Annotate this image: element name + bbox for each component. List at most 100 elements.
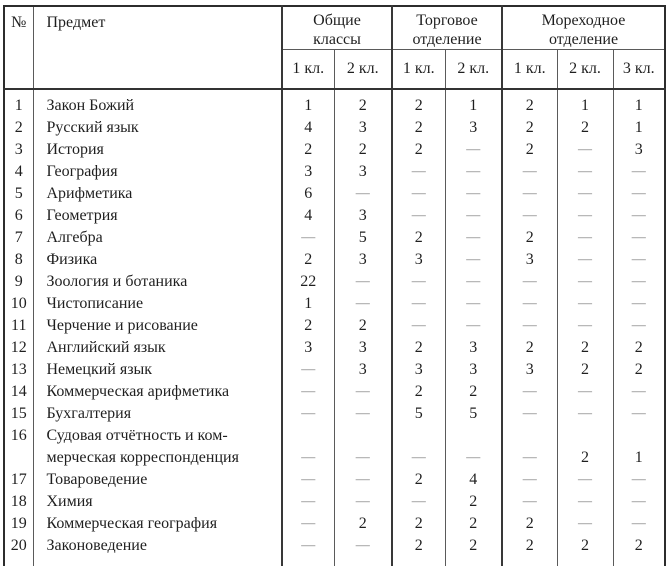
value-cell: 2 (612, 359, 666, 381)
value-cell: 2 (444, 491, 502, 513)
value-cell: — (333, 381, 392, 403)
value-cell: — (281, 359, 334, 381)
value-cell: — (333, 425, 392, 469)
value-cell: — (556, 469, 613, 491)
row-number: 12 (3, 337, 33, 359)
value-cell: — (444, 227, 502, 249)
header-class-row: 1 кл. 2 кл. 1 кл. 2 кл. 1 кл. 2 кл. 3 кл… (4, 49, 666, 90)
subject-cell: Русский язык (32, 117, 282, 139)
col-header-subject: Предмет (32, 6, 282, 90)
value-cell: 2 (444, 513, 502, 535)
header-group-row: № Предмет Общие классы Торговое отделени… (3, 6, 666, 90)
value-cell: — (501, 183, 557, 205)
value-cell: 2 (391, 227, 445, 249)
value-cell: — (556, 271, 613, 293)
value-cell: 2 (501, 513, 557, 535)
subject-cell: Немецкий язык (32, 359, 282, 381)
value-cell: — (444, 315, 502, 337)
value-cell: 3 (391, 359, 445, 381)
row-number: 6 (3, 205, 33, 227)
value-cell: 3 (612, 139, 666, 161)
value-cell: 2 (612, 535, 666, 566)
table-row: 10 Чистописание 1 — — — — — — (3, 293, 666, 315)
value-cell: 3 (444, 359, 502, 381)
table-row: 16 Судовая отчётность и ком- мерческая к… (3, 425, 666, 469)
row-number: 19 (3, 513, 33, 535)
table-row: 8 Физика 2 3 3 — 3 — — (3, 249, 666, 271)
value-cell: — (556, 139, 613, 161)
value-cell: — (281, 513, 334, 535)
value-cell: — (444, 183, 502, 205)
value-cell: 3 (333, 359, 392, 381)
table-row: 17 Товароведение — — 2 4 — — — (3, 469, 666, 491)
value-cell: 3 (444, 117, 502, 139)
table-row: 13 Немецкий язык — 3 3 3 3 2 2 (3, 359, 666, 381)
value-cell: — (391, 271, 445, 293)
value-cell: — (556, 513, 613, 535)
value-cell: — (281, 425, 334, 469)
value-cell: 5 (444, 403, 502, 425)
value-cell: — (556, 491, 613, 513)
table-row: 20 Законоведение — — 2 2 2 2 2 (3, 535, 666, 566)
class-header-trade-2: 2 кл. (444, 49, 502, 90)
value-cell: — (556, 183, 613, 205)
table-row: 4 География 3 3 — — — — — (3, 161, 666, 183)
value-cell: 2 (391, 139, 445, 161)
value-cell: 4 (281, 117, 334, 139)
value-cell: — (612, 249, 666, 271)
subject-cell: Коммерческая арифметика (32, 381, 282, 403)
subject-cell: Арифметика (32, 183, 282, 205)
value-cell: 2 (281, 315, 334, 337)
value-cell: 2 (556, 425, 613, 469)
value-cell: — (501, 315, 557, 337)
value-cell: — (612, 469, 666, 491)
value-cell: 1 (444, 89, 502, 117)
value-cell: — (612, 293, 666, 315)
subject-cell: Законоведение (32, 535, 282, 566)
row-number: 10 (3, 293, 33, 315)
row-number: 16 (3, 425, 33, 469)
table-header: № Предмет Общие классы Торговое отделени… (3, 6, 666, 90)
value-cell: 2 (391, 337, 445, 359)
value-cell: 2 (501, 89, 557, 117)
value-cell: — (501, 491, 557, 513)
value-cell: 2 (281, 139, 334, 161)
row-number: 14 (3, 381, 33, 403)
value-cell: — (612, 205, 666, 227)
value-cell: 3 (333, 117, 392, 139)
value-cell: 3 (333, 249, 392, 271)
value-cell: — (333, 491, 392, 513)
table-row: 14 Коммерческая арифметика — — 2 2 — — — (3, 381, 666, 403)
value-cell: 2 (391, 381, 445, 403)
value-cell: 2 (501, 227, 557, 249)
subject-cell: Коммерческая география (32, 513, 282, 535)
value-cell: — (391, 293, 445, 315)
value-cell: — (444, 139, 502, 161)
value-cell: — (333, 469, 392, 491)
value-cell: 2 (501, 337, 557, 359)
value-cell: 2 (391, 89, 445, 117)
subject-cell: Химия (32, 491, 282, 513)
value-cell: 2 (391, 513, 445, 535)
row-number: 2 (3, 117, 33, 139)
value-cell: 2 (333, 513, 392, 535)
value-cell: 3 (391, 249, 445, 271)
value-cell: 6 (281, 183, 334, 205)
subject-cell: Физика (32, 249, 282, 271)
row-number: 5 (3, 183, 33, 205)
value-cell: — (556, 205, 613, 227)
value-cell: — (444, 205, 502, 227)
value-cell: — (612, 227, 666, 249)
value-cell: 3 (501, 249, 557, 271)
subject-cell: Английский язык (32, 337, 282, 359)
row-number: 20 (3, 535, 33, 566)
value-cell: — (281, 535, 334, 566)
subject-cell: Закон Божий (32, 89, 282, 117)
value-cell: — (391, 161, 445, 183)
table-row: 6 Геометрия 4 3 — — — — — (3, 205, 666, 227)
value-cell: — (501, 425, 557, 469)
value-cell: 4 (444, 469, 502, 491)
row-number: 3 (3, 139, 33, 161)
value-cell: — (333, 271, 392, 293)
value-cell: 2 (501, 535, 557, 566)
